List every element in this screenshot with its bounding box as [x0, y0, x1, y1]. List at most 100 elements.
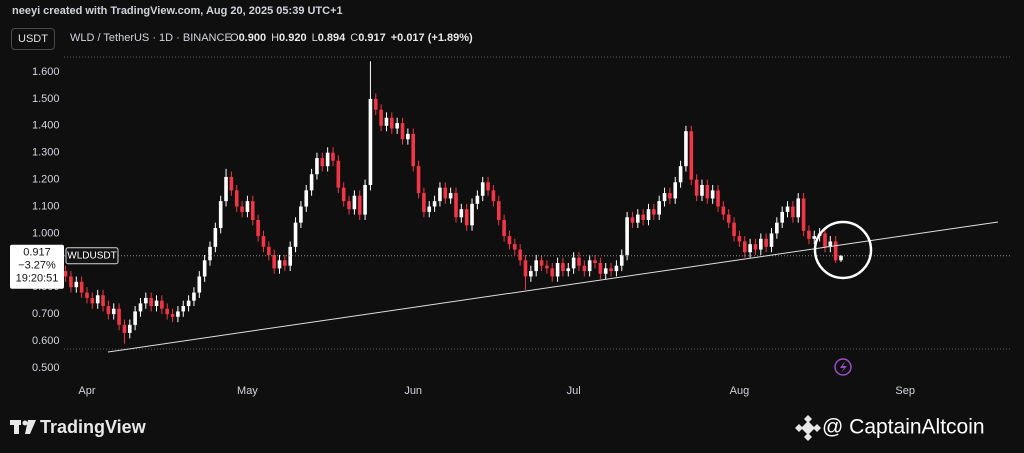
candle-body [181, 306, 186, 312]
candle-body [571, 257, 576, 269]
y-tick-label: 0.600 [32, 335, 60, 347]
candle-body [833, 241, 838, 261]
event-icon[interactable] [834, 358, 852, 376]
candle-body [325, 152, 330, 167]
y-tick-label: 1.200 [32, 174, 60, 186]
candle-body [320, 158, 325, 167]
currency-button[interactable]: USDT [11, 28, 55, 50]
candle-body [299, 206, 303, 223]
candle-body [160, 300, 164, 309]
ohlc-value: 0.920 [279, 32, 307, 44]
candle-body [545, 265, 549, 269]
candle-body [309, 174, 314, 191]
candle-body [668, 193, 672, 199]
candle-body [732, 222, 736, 237]
y-tick-label: 1.300 [32, 147, 60, 159]
candle-body [363, 184, 367, 215]
highlight-circle [813, 220, 873, 280]
candle-body [636, 214, 640, 223]
ohlc-item: H0.920 [271, 32, 306, 44]
candle-body [454, 193, 458, 218]
symbol-tag-box [65, 247, 119, 265]
candle-body [406, 133, 410, 140]
candle-body [111, 308, 116, 315]
candle-body [758, 238, 763, 250]
candle-body [197, 276, 202, 293]
candle-body [202, 260, 207, 277]
candle-body [411, 133, 416, 167]
candle-body [122, 324, 127, 333]
ohlc-label: H [271, 32, 280, 44]
candle-body [261, 236, 266, 247]
candle-body [213, 228, 218, 247]
candle-body [486, 182, 490, 191]
candle-body [529, 271, 533, 277]
candle-body [710, 190, 715, 199]
candle-body [63, 271, 68, 277]
candle-body [186, 300, 191, 307]
candle-body [283, 260, 287, 266]
candle-body [694, 179, 699, 196]
candle-body [416, 166, 421, 194]
candle-body [400, 123, 405, 140]
candle-body [700, 184, 704, 196]
candle-body [218, 201, 223, 229]
candle-body [379, 109, 383, 126]
candle-body [390, 117, 394, 129]
candle-body [272, 254, 276, 269]
candle-body [331, 152, 335, 161]
candle-body [138, 303, 143, 312]
logo-part [25, 420, 36, 434]
candle-body [582, 265, 587, 272]
brand: TradingView [40, 417, 147, 437]
candle-body [422, 193, 426, 212]
y-tick-label: 1.100 [32, 200, 60, 212]
candle-body [619, 254, 624, 266]
price-tag-change: −3.27% [18, 260, 56, 272]
candle-body [662, 193, 667, 202]
candle-body [534, 260, 538, 272]
candle-body [577, 257, 581, 266]
candle-body [74, 281, 79, 288]
candle-body [705, 184, 710, 199]
candle-body [523, 260, 528, 277]
candle-body [609, 268, 613, 272]
candle-body [780, 211, 784, 223]
ohlc-value: 0.894 [317, 32, 346, 44]
candle-body [106, 306, 111, 315]
candle-body [277, 260, 282, 269]
change: +0.017 (+1.89%) [390, 32, 473, 44]
candle-body [69, 276, 73, 288]
candle-body [267, 246, 271, 255]
trendline [107, 221, 999, 353]
ohlc-value: 0.900 [238, 32, 267, 44]
candle-body [245, 201, 250, 212]
candle-body [149, 297, 153, 307]
candle-body [315, 158, 319, 175]
candle-body [823, 233, 827, 247]
candle-body [229, 176, 234, 191]
candle-body [438, 187, 442, 202]
candle-body [678, 166, 683, 183]
candle-body [801, 198, 806, 231]
candle-body [288, 246, 293, 266]
symbol: WLD / TetherUS · 1D · BINANCE [70, 32, 232, 44]
candle-body [769, 233, 774, 247]
candle-body [240, 206, 244, 212]
candle-body [566, 268, 571, 272]
x-tick-label: May [237, 385, 258, 397]
candle-body [491, 190, 496, 202]
candle-body [555, 262, 560, 277]
candle-body [427, 206, 432, 212]
candle-body [464, 209, 469, 226]
candle-body [95, 295, 100, 304]
candle-body [673, 182, 678, 199]
candle-body [753, 244, 758, 250]
candle-body [721, 206, 726, 215]
candle-body [336, 160, 341, 188]
y-tick-label: 0.500 [32, 362, 60, 374]
candle-body [101, 295, 105, 307]
